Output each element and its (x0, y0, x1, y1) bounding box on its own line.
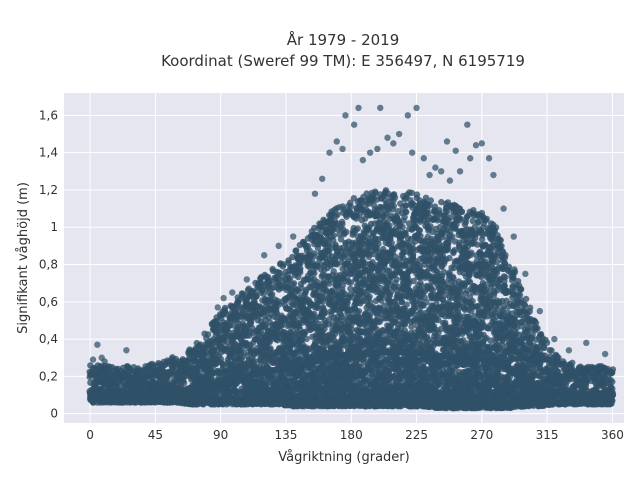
data-point (303, 335, 310, 343)
data-point (339, 221, 346, 228)
data-point (343, 228, 350, 236)
data-point (290, 280, 298, 287)
data-point (251, 358, 259, 365)
data-point (354, 225, 361, 232)
data-point (325, 243, 333, 250)
data-point (338, 311, 345, 319)
chart-title-line1: År 1979 - 2019 (287, 30, 400, 49)
data-point (311, 250, 318, 257)
data-point (391, 194, 399, 201)
data-point (334, 211, 341, 218)
chart-title-line2: Koordinat (Sweref 99 TM): E 356497, N 61… (161, 52, 525, 70)
data-point (355, 308, 363, 315)
data-point (204, 331, 212, 338)
data-point (366, 293, 373, 300)
data-point (322, 309, 329, 317)
data-point (180, 379, 188, 387)
data-point (297, 269, 304, 276)
data-point (347, 203, 354, 210)
data-point (311, 270, 318, 277)
data-points (86, 104, 617, 412)
data-point (332, 260, 340, 267)
data-point (393, 276, 400, 283)
data-point (314, 303, 321, 311)
